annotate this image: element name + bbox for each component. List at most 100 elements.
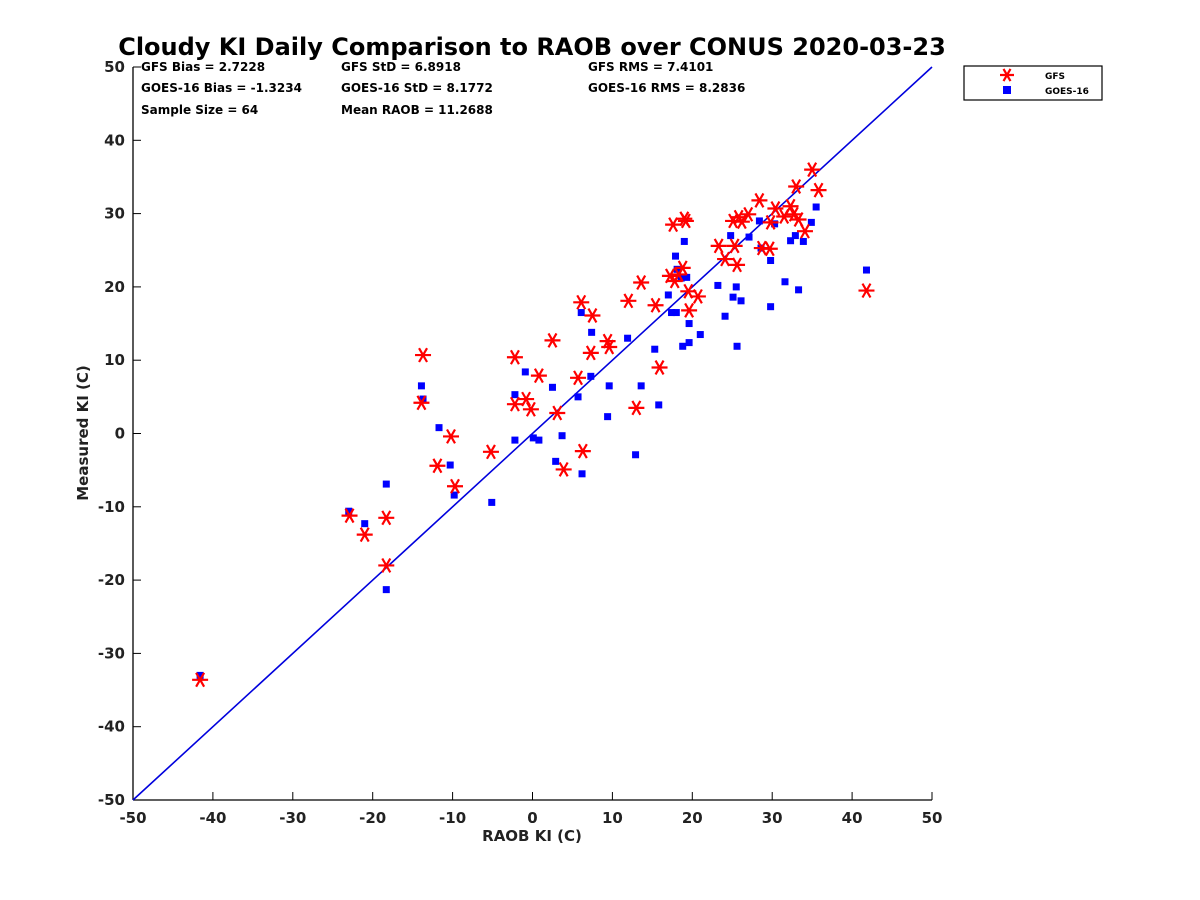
x-tick-label: 40: [842, 809, 863, 827]
goes16-point: [862, 266, 870, 274]
stat-goes-rms: GOES-16 RMS = 8.2836: [588, 81, 745, 95]
y-tick-label: 20: [104, 278, 125, 296]
y-axis-label: Measured KI (C): [74, 365, 92, 501]
x-tick-label: -40: [199, 809, 226, 827]
x-axis-label: RAOB KI (C): [482, 827, 582, 845]
gfs-point: [796, 223, 813, 239]
gfs-point: [674, 260, 691, 276]
gfs-point: [710, 238, 727, 254]
goes16-point: [685, 339, 693, 347]
goes16-point: [577, 309, 585, 317]
goes16-point: [651, 345, 659, 353]
goes16-point: [673, 265, 681, 273]
goes16-point: [521, 368, 529, 376]
gfs-point: [570, 370, 587, 386]
y-tick-label: -30: [98, 644, 125, 662]
goes16-point: [605, 382, 613, 390]
x-tick-label: 30: [762, 809, 783, 827]
gfs-point: [522, 401, 539, 417]
goes16-point: [767, 303, 775, 311]
gfs-point: [601, 339, 618, 355]
gfs-point: [582, 345, 599, 361]
x-tick-label: -20: [359, 809, 386, 827]
gfs-point: [356, 527, 373, 543]
gfs-point: [530, 368, 547, 384]
gfs-point: [804, 162, 821, 178]
x-tick-label: 10: [602, 809, 623, 827]
x-tick-label: 20: [682, 809, 703, 827]
goes16-point: [683, 273, 691, 281]
goes16-point: [729, 293, 737, 301]
goes16-point: [672, 252, 680, 260]
gfs-point: [651, 360, 668, 376]
gfs-point: [790, 211, 807, 227]
gfs-point: [751, 192, 768, 208]
gfs-point: [506, 349, 523, 365]
gfs-point: [767, 200, 784, 216]
stat-goes-bias: GOES-16 Bias = -1.3234: [141, 81, 302, 95]
goes16-point: [680, 237, 688, 245]
gfs-point: [429, 458, 446, 474]
gfs-point: [628, 400, 645, 416]
goes16-point: [727, 232, 735, 240]
stat-gfs-bias: GFS Bias = 2.7228: [141, 60, 265, 74]
gfs-point: [677, 213, 694, 229]
gfs-point: [740, 206, 757, 222]
goes16-point: [721, 312, 729, 320]
x-tick-label: -10: [439, 809, 466, 827]
gfs-point: [584, 308, 601, 323]
goes16-point: [745, 233, 753, 241]
gfs-point: [378, 510, 395, 526]
goes16-point: [588, 328, 596, 336]
chart-title: Cloudy KI Daily Comparison to RAOB over …: [118, 33, 946, 61]
stat-goes-std: GOES-16 StD = 8.1772: [341, 81, 493, 95]
y-tick-label: 30: [104, 205, 125, 223]
goes16-point: [807, 218, 815, 226]
goes16-point: [696, 331, 704, 339]
gfs-point: [726, 238, 743, 254]
goes16-point: [787, 237, 795, 245]
y-tick-label: 10: [104, 351, 125, 369]
one-to-one-line-group: [132, 66, 933, 801]
legend-box: [963, 65, 1103, 101]
y-tick-label: 0: [115, 425, 125, 443]
x-tick-label: 50: [922, 809, 943, 827]
gfs-point: [549, 405, 566, 421]
goes16-point: [382, 586, 390, 594]
gfs-point: [782, 198, 799, 214]
stat-mean-raob: Mean RAOB = 11.2688: [341, 103, 493, 117]
legend-goes-marker: [1003, 86, 1011, 94]
gfs-point: [681, 302, 698, 318]
gfs-point: [762, 214, 779, 230]
goes16-point: [668, 309, 676, 317]
goes16-point: [552, 457, 560, 465]
y-tick-label: -40: [98, 718, 125, 736]
goes16-point: [535, 436, 543, 444]
gfs-point: [443, 428, 460, 444]
gfs-point: [665, 217, 682, 233]
x-tick-label: -50: [119, 809, 146, 827]
gfs-point: [647, 297, 664, 313]
goes16-point: [624, 334, 632, 342]
gfs-point: [761, 241, 778, 257]
gfs-point: [633, 275, 650, 290]
legend-goes-label: GOES-16: [1045, 87, 1089, 97]
gfs-point: [482, 444, 499, 460]
stat-sample-size: Sample Size = 64: [141, 103, 258, 117]
goes16-point: [529, 434, 537, 442]
goes16-point: [655, 401, 663, 409]
goes16-point: [771, 220, 779, 228]
gfs-point: [620, 293, 637, 309]
goes16-point: [733, 342, 741, 350]
gfs-point: [788, 179, 805, 194]
gfs-point: [689, 288, 706, 304]
goes16-point: [664, 291, 672, 299]
goes16-point: [685, 320, 693, 328]
gfs-point: [733, 214, 750, 230]
goes16-point: [450, 491, 458, 499]
gfs-point: [544, 332, 561, 348]
goes16-point: [679, 342, 687, 350]
goes16-point: [511, 391, 519, 399]
x-tick-label: -30: [279, 809, 306, 827]
